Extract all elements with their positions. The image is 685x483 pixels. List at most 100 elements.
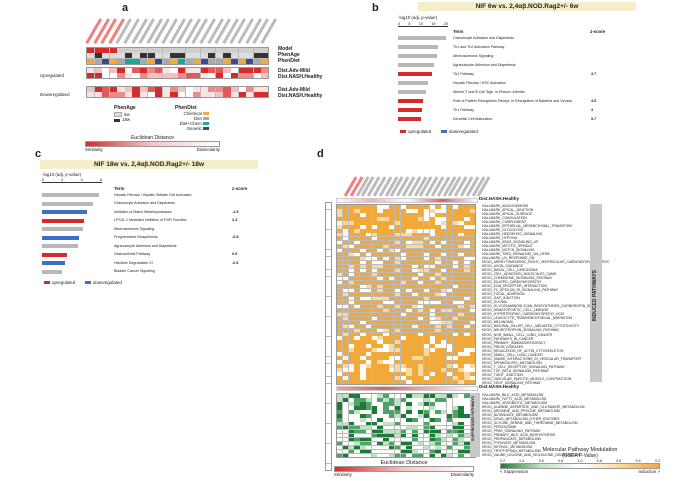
phenage-legend-title: PhenAge bbox=[114, 105, 136, 111]
heatmap-cell bbox=[155, 92, 163, 98]
induced-cell bbox=[371, 260, 378, 265]
induced-cell bbox=[452, 205, 459, 209]
induced-cell bbox=[446, 216, 453, 221]
induced-cell bbox=[394, 205, 401, 209]
suppressed-cell bbox=[337, 437, 343, 442]
induced-cell bbox=[423, 205, 430, 209]
suppressed-cell bbox=[464, 394, 470, 398]
induced-cell bbox=[429, 364, 435, 368]
annotation-cell bbox=[170, 58, 178, 64]
induced-pathway-label: KEGG_SPHINGOLIPID_METABOLISM bbox=[482, 360, 542, 365]
annotation-cell bbox=[87, 48, 95, 53]
induced-cell bbox=[383, 232, 389, 237]
induced-cell bbox=[412, 292, 418, 297]
suppressed-cell bbox=[389, 437, 395, 442]
induced-cell bbox=[417, 304, 424, 309]
induced-cell bbox=[383, 356, 389, 360]
suppressed-cell bbox=[417, 417, 424, 422]
induced-cell bbox=[377, 276, 383, 281]
induced-cell bbox=[377, 212, 383, 217]
suppressed-cell bbox=[441, 394, 447, 398]
suppressed-pathway-label: KEGG_PPAR_SIGNALING_PATHWAY bbox=[482, 429, 541, 434]
suppressed-cell bbox=[452, 413, 459, 418]
induced-cell bbox=[360, 292, 366, 297]
suppressed-cell bbox=[452, 409, 459, 414]
side-strip-cell bbox=[326, 330, 331, 337]
induced-cell bbox=[337, 316, 343, 321]
induced-cell bbox=[417, 216, 424, 221]
induced-cell bbox=[412, 368, 418, 372]
induced-cell bbox=[429, 360, 435, 364]
term-bar bbox=[398, 45, 438, 49]
induced-cell bbox=[469, 264, 476, 269]
induced-cell bbox=[406, 372, 412, 376]
suppressed-cell bbox=[446, 394, 453, 398]
induced-cell bbox=[423, 332, 430, 337]
side-strip-cell bbox=[326, 289, 331, 297]
heatmap-cell bbox=[102, 87, 110, 92]
induced-cell bbox=[429, 280, 435, 285]
induced-cell bbox=[400, 216, 406, 221]
induced-cell bbox=[348, 380, 354, 384]
heatmap-cell bbox=[238, 68, 246, 73]
induced-cell bbox=[383, 268, 389, 273]
suppressed-bracket bbox=[470, 393, 480, 457]
induced-cell bbox=[360, 208, 366, 213]
annotation-cell bbox=[246, 58, 254, 64]
induced-cell bbox=[469, 272, 476, 277]
annotation-cell bbox=[109, 58, 117, 64]
suppressed-cell bbox=[441, 413, 447, 418]
suppressed-cell bbox=[342, 425, 349, 430]
suppressed-cell bbox=[348, 441, 354, 446]
euclidean-scale-a-title: Euclidean Distance bbox=[131, 135, 174, 141]
induced-cell bbox=[406, 280, 412, 285]
induced-cell bbox=[400, 340, 406, 345]
induced-cell bbox=[423, 276, 430, 281]
induced-cell bbox=[412, 224, 418, 229]
heatmap-cell bbox=[102, 92, 110, 98]
induced-cell bbox=[441, 364, 447, 368]
induced-cell bbox=[342, 328, 349, 333]
induced-cell bbox=[365, 348, 372, 353]
axis-tick: 0 bbox=[398, 22, 401, 26]
induced-cell bbox=[446, 348, 453, 353]
induced-cell bbox=[458, 264, 464, 269]
induced-cell bbox=[446, 252, 453, 257]
suppressed-cell bbox=[412, 401, 418, 406]
suppressed-cell bbox=[394, 441, 401, 446]
induced-pathway-label: HALLMARK_KRAS_SIGNALING_UP bbox=[482, 240, 539, 245]
induced-cell bbox=[342, 288, 349, 293]
induced-cell bbox=[337, 360, 343, 364]
suppressed-cell bbox=[400, 409, 406, 414]
induced-cell bbox=[441, 232, 447, 237]
induced-cell bbox=[400, 376, 406, 380]
induced-cell bbox=[400, 324, 406, 329]
suppressed-pathway-label: KEGG_PRIMARY_BILE_ACID_BIOSYNTHESIS bbox=[482, 433, 556, 438]
induced-cell bbox=[337, 356, 343, 360]
induced-cell bbox=[377, 368, 383, 372]
induced-cell bbox=[435, 360, 441, 364]
panel-d-side-strip bbox=[325, 202, 332, 472]
induced-cell bbox=[464, 380, 470, 384]
induced-cell bbox=[348, 232, 354, 237]
induced-cell bbox=[360, 324, 366, 329]
induced-cell bbox=[389, 340, 395, 345]
heatmap-cell bbox=[94, 92, 102, 98]
term-label: Granulocyte Adhesion and Diapedesis bbox=[453, 35, 514, 40]
suppressed-cell bbox=[464, 449, 470, 454]
induced-cell bbox=[360, 280, 366, 285]
suppressed-cell bbox=[348, 437, 354, 442]
suppressed-cell bbox=[365, 445, 372, 450]
induced-cell bbox=[423, 320, 430, 325]
suppressed-cell bbox=[464, 401, 470, 406]
panel-b-title: NIF 6w vs. 2,4αβ.NOD.Rag2+/- 6w bbox=[418, 2, 636, 11]
suppressed-cell bbox=[354, 409, 360, 414]
heatmap-cell bbox=[124, 68, 133, 73]
induced-cell bbox=[423, 260, 430, 265]
induced-cell bbox=[417, 252, 424, 257]
induced-cell bbox=[417, 368, 424, 372]
induced-cell bbox=[469, 360, 476, 364]
induced-cell bbox=[337, 344, 343, 349]
heatmap-cell bbox=[230, 92, 239, 98]
induced-cell bbox=[464, 244, 470, 249]
